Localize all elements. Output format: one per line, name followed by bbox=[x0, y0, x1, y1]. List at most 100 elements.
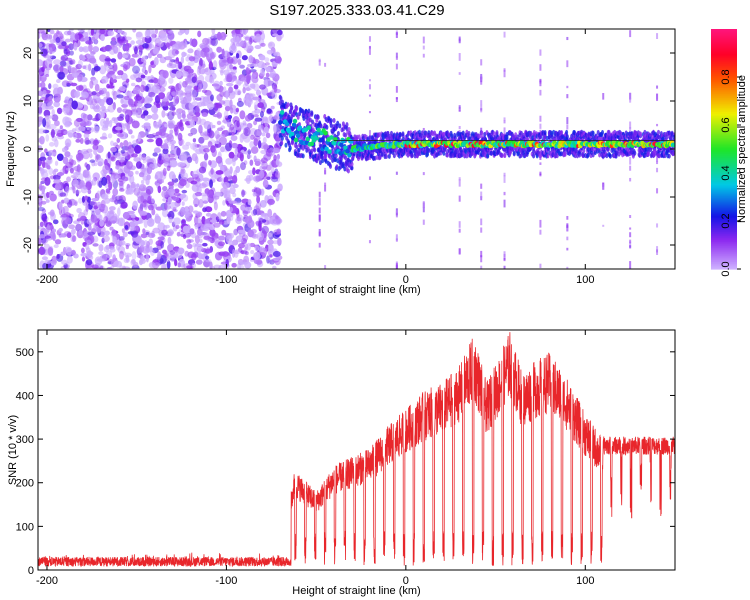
streak-mark bbox=[318, 58, 321, 62]
streak-mark bbox=[566, 94, 569, 99]
noise-blob bbox=[135, 31, 143, 38]
noise-blob bbox=[129, 213, 136, 218]
noise-blob bbox=[111, 220, 117, 224]
noise-blob bbox=[198, 136, 205, 144]
noise-blob bbox=[107, 85, 115, 89]
signal-smear bbox=[633, 150, 637, 156]
noise-blob bbox=[231, 142, 239, 149]
noise-blob bbox=[239, 110, 246, 120]
noise-blob bbox=[92, 144, 99, 151]
noise-blob bbox=[41, 200, 47, 205]
noise-blob bbox=[123, 140, 129, 147]
noise-blob bbox=[54, 120, 60, 127]
streak-mark bbox=[480, 59, 483, 66]
noise-blob bbox=[198, 238, 203, 244]
noise-blob bbox=[183, 232, 192, 238]
noise-blob bbox=[51, 114, 59, 122]
noise-blob bbox=[147, 195, 152, 204]
noise-blob bbox=[234, 89, 242, 96]
noise-blob bbox=[62, 205, 69, 214]
noise-blob bbox=[53, 101, 61, 108]
noise-blob bbox=[208, 159, 212, 166]
noise-blob bbox=[179, 119, 183, 128]
noise-blob bbox=[242, 87, 246, 94]
noise-blob bbox=[210, 94, 214, 102]
noise-blob bbox=[189, 119, 196, 127]
noise-blob bbox=[167, 181, 175, 186]
noise-blob bbox=[82, 31, 89, 37]
noise-blob bbox=[249, 128, 258, 137]
noise-blob bbox=[153, 57, 159, 66]
noise-blob bbox=[40, 81, 46, 90]
noise-blob bbox=[111, 40, 117, 48]
noise-blob bbox=[221, 251, 230, 257]
noise-blob bbox=[240, 77, 248, 82]
noise-blob bbox=[212, 60, 218, 70]
signal-smear bbox=[608, 153, 612, 159]
noise-blob bbox=[87, 63, 92, 72]
noise-blob bbox=[244, 206, 252, 212]
noise-blob bbox=[272, 147, 281, 154]
noise-blob bbox=[148, 79, 155, 83]
noise-blob bbox=[250, 146, 259, 154]
streak-mark bbox=[458, 36, 461, 44]
noise-blob bbox=[246, 154, 252, 159]
noise-blob bbox=[245, 41, 251, 51]
noise-blob bbox=[45, 93, 51, 98]
noise-blob bbox=[175, 57, 180, 65]
noise-blob bbox=[231, 248, 236, 258]
noise-blob bbox=[186, 177, 195, 183]
noise-blob bbox=[165, 224, 170, 229]
noise-blob bbox=[176, 147, 181, 157]
noise-blob bbox=[161, 110, 166, 118]
noise-blob bbox=[254, 117, 263, 122]
noise-blob bbox=[211, 29, 216, 35]
noise-blob bbox=[38, 106, 43, 114]
noise-blob bbox=[130, 181, 136, 189]
streak-mark bbox=[539, 162, 542, 165]
noise-blob bbox=[60, 251, 65, 256]
signal-smear bbox=[313, 147, 317, 153]
noise-blob bbox=[98, 244, 104, 252]
noise-blob bbox=[220, 146, 225, 153]
noise-blob bbox=[198, 252, 202, 259]
noise-blob bbox=[76, 207, 82, 214]
noise-blob bbox=[203, 160, 208, 169]
noise-blob bbox=[89, 159, 96, 163]
noise-blob bbox=[45, 115, 54, 119]
streak-mark bbox=[458, 53, 461, 61]
noise-blob bbox=[113, 46, 121, 54]
noise-blob bbox=[254, 45, 262, 50]
noise-blob bbox=[137, 133, 141, 142]
noise-blob bbox=[254, 158, 261, 164]
noise-blob bbox=[99, 65, 107, 75]
streak-mark bbox=[629, 232, 632, 238]
noise-blob bbox=[128, 129, 133, 135]
noise-blob bbox=[140, 255, 145, 262]
noise-blob bbox=[114, 195, 123, 201]
noise-blob bbox=[212, 113, 221, 118]
noise-blob bbox=[196, 245, 204, 252]
noise-blob bbox=[128, 90, 132, 99]
noise-blob bbox=[144, 103, 152, 109]
noise-blob bbox=[51, 109, 55, 117]
streak-mark bbox=[318, 231, 321, 236]
noise-blob bbox=[109, 73, 117, 83]
streak-mark bbox=[395, 97, 398, 103]
noise-blob bbox=[250, 250, 255, 255]
noise-blob bbox=[157, 159, 162, 168]
noise-blob bbox=[72, 235, 77, 242]
noise-blob bbox=[169, 129, 174, 135]
noise-blob bbox=[54, 239, 62, 245]
noise-blob bbox=[169, 39, 173, 47]
noise-blob bbox=[119, 250, 124, 260]
noise-blob bbox=[91, 91, 97, 96]
noise-blob bbox=[143, 122, 151, 127]
noise-blob bbox=[239, 133, 244, 143]
streak-mark bbox=[480, 227, 483, 233]
signal-smear bbox=[316, 114, 320, 120]
noise-blob bbox=[122, 64, 128, 72]
noise-blob bbox=[183, 52, 188, 57]
noise-blob bbox=[255, 33, 262, 43]
